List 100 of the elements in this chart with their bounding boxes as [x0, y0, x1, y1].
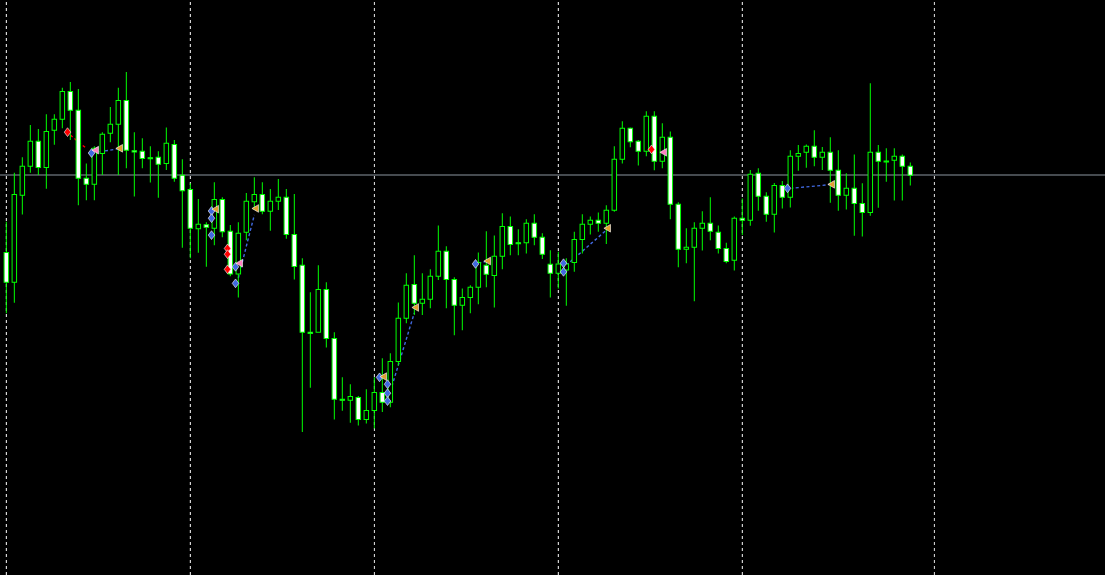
- candlestick: [787, 149, 794, 208]
- candlestick: [755, 167, 762, 212]
- candlestick: [691, 221, 698, 302]
- candlestick: [283, 188, 290, 240]
- candlestick: [747, 169, 754, 227]
- candlestick: [803, 143, 810, 169]
- candlestick: [107, 106, 114, 143]
- candlestick: [891, 147, 898, 202]
- candlestick: [547, 249, 554, 298]
- candlestick: [627, 126, 634, 148]
- candlestick: [907, 161, 914, 186]
- candlestick: [723, 242, 730, 264]
- candlestick: [643, 110, 650, 157]
- candlestick: [395, 301, 402, 367]
- candlestick: [155, 150, 162, 199]
- candlestick: [707, 196, 714, 241]
- point: [223, 264, 232, 275]
- candlestick: [459, 287, 466, 331]
- candlestick: [875, 144, 882, 209]
- point: [559, 258, 568, 268]
- candlestick: [795, 144, 802, 172]
- candlestick: [899, 153, 906, 202]
- candlestick: [883, 147, 890, 183]
- candlestick: [355, 395, 362, 427]
- candlestick: [531, 213, 538, 246]
- candlestick: [515, 228, 522, 256]
- candlestick: [699, 210, 706, 252]
- point: [231, 278, 240, 289]
- candlestick: [51, 113, 58, 146]
- candlestick: [275, 178, 282, 211]
- candlestick: [339, 376, 346, 412]
- candlestick: [467, 284, 474, 314]
- point: [783, 183, 792, 194]
- candlestick: [299, 257, 306, 433]
- candlestick: [859, 182, 866, 238]
- candlestick: [867, 82, 874, 217]
- candlestick: [307, 291, 314, 389]
- candlestick: [611, 145, 618, 213]
- candlestick: [475, 251, 482, 305]
- candlestick: [195, 198, 202, 254]
- candlestick: [587, 215, 594, 235]
- candlestick: [163, 126, 170, 171]
- candlestick: [403, 272, 410, 324]
- candlestick: [35, 128, 42, 176]
- candlestick: [771, 182, 778, 234]
- candlestick: [683, 227, 690, 264]
- candlestick: [291, 193, 298, 280]
- candlestick: [819, 146, 826, 171]
- candlestick: [19, 156, 26, 216]
- candlestick: [427, 268, 434, 309]
- point: [63, 127, 72, 137]
- point: [383, 379, 392, 389]
- point: [223, 249, 232, 259]
- candlestick: [99, 131, 106, 176]
- candlestick: [11, 172, 18, 304]
- point: [87, 148, 96, 158]
- candlestick: [731, 215, 738, 271]
- candlestick: [83, 162, 90, 201]
- candlestick: [331, 331, 338, 420]
- candlestick: [843, 172, 850, 211]
- candlestick: [451, 276, 458, 336]
- candlestick: [363, 388, 370, 424]
- candlestick: [811, 129, 818, 167]
- candlestick: [323, 281, 330, 348]
- candlestick: [315, 264, 322, 333]
- candlestick: [603, 204, 610, 245]
- candlestick: [619, 120, 626, 164]
- candlestick: [347, 383, 354, 424]
- point: [559, 267, 568, 277]
- candlestick: [67, 81, 74, 141]
- candlestick: [595, 211, 602, 233]
- point: [647, 144, 656, 155]
- candlestick: [491, 234, 498, 308]
- candlestick: [419, 272, 426, 316]
- point: [383, 388, 392, 398]
- candlestick: [27, 124, 34, 174]
- point: [383, 396, 392, 406]
- candlestick: [243, 192, 250, 241]
- candlestick: [147, 145, 154, 184]
- candlestick: [851, 153, 858, 237]
- candlestick: [651, 110, 658, 171]
- candlestick: [571, 231, 578, 273]
- point: [471, 259, 480, 269]
- candlestick: [507, 215, 514, 256]
- candlestick: [539, 232, 546, 260]
- candlestick: [763, 191, 770, 223]
- candlestick: [715, 224, 722, 254]
- candlestick: [443, 245, 450, 309]
- candlestick: [131, 131, 138, 198]
- candlestick: [635, 139, 642, 167]
- point: [207, 230, 216, 240]
- candlestick: [59, 87, 66, 129]
- point: [207, 213, 216, 223]
- candlestick: [675, 201, 682, 268]
- candlestick: [139, 137, 146, 169]
- point: [231, 262, 240, 272]
- candlestick: [435, 224, 442, 281]
- candlestick: [75, 88, 82, 206]
- candlestick: [523, 218, 530, 254]
- candlestick: [179, 158, 186, 249]
